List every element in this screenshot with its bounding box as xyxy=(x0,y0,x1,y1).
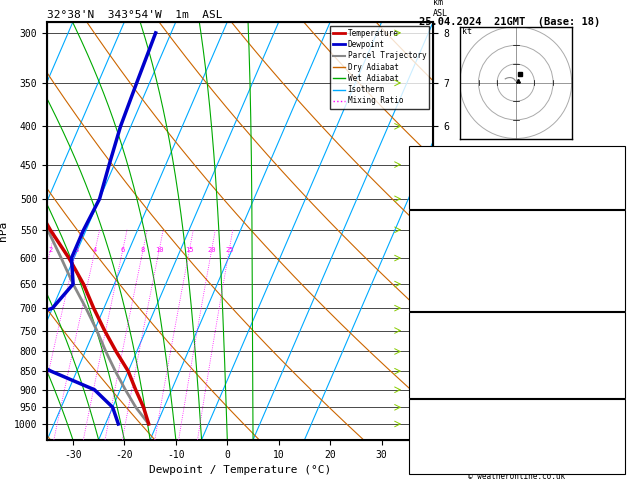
Text: CIN (J): CIN (J) xyxy=(413,375,451,383)
Text: 32°38'N  343°54'W  1m  ASL: 32°38'N 343°54'W 1m ASL xyxy=(47,10,223,20)
Text: PW (cm): PW (cm) xyxy=(413,178,451,187)
Text: 20: 20 xyxy=(208,247,216,253)
Text: 1020: 1020 xyxy=(599,327,621,336)
Text: Temp (°C): Temp (°C) xyxy=(413,226,462,235)
Text: 0: 0 xyxy=(615,362,621,371)
Legend: Temperature, Dewpoint, Parcel Trajectory, Dry Adiabat, Wet Adiabat, Isotherm, Mi: Temperature, Dewpoint, Parcel Trajectory… xyxy=(330,26,430,108)
Y-axis label: Mixing Ratio (g/kg): Mixing Ratio (g/kg) xyxy=(454,175,464,287)
Text: CAPE (J): CAPE (J) xyxy=(413,274,456,282)
Text: 15: 15 xyxy=(185,247,194,253)
Text: StmSpd (kt): StmSpd (kt) xyxy=(413,449,472,457)
Text: 315: 315 xyxy=(604,339,621,347)
Text: K: K xyxy=(413,151,419,160)
Text: 0: 0 xyxy=(615,375,621,383)
Y-axis label: hPa: hPa xyxy=(0,221,8,241)
Text: -13: -13 xyxy=(604,414,621,422)
Text: Totals Totals: Totals Totals xyxy=(413,165,483,174)
Text: Pressure (mb): Pressure (mb) xyxy=(413,327,483,336)
Text: 25: 25 xyxy=(225,247,233,253)
Text: 30: 30 xyxy=(610,165,621,174)
Text: 5: 5 xyxy=(615,262,621,271)
Text: © weatheronline.co.uk: © weatheronline.co.uk xyxy=(469,472,565,481)
Text: θᵉ(K): θᵉ(K) xyxy=(413,250,440,259)
Text: 6: 6 xyxy=(121,247,125,253)
Text: Hodograph: Hodograph xyxy=(493,402,541,411)
Text: 0: 0 xyxy=(615,274,621,282)
Text: 2: 2 xyxy=(48,247,53,253)
Text: 24°: 24° xyxy=(604,437,621,446)
Text: StmDir: StmDir xyxy=(413,437,445,446)
Text: LCL: LCL xyxy=(441,403,456,412)
Text: 315: 315 xyxy=(604,250,621,259)
Text: 8: 8 xyxy=(141,247,145,253)
Text: -5: -5 xyxy=(610,425,621,434)
Text: 5: 5 xyxy=(615,350,621,359)
Text: Lifted Index: Lifted Index xyxy=(413,262,478,271)
Text: km
ASL: km ASL xyxy=(433,0,448,17)
Text: 1.68: 1.68 xyxy=(599,178,621,187)
Text: 10: 10 xyxy=(155,247,164,253)
Text: 12.5: 12.5 xyxy=(599,238,621,246)
Text: 5: 5 xyxy=(615,449,621,457)
Text: Surface: Surface xyxy=(498,214,536,223)
Text: kt: kt xyxy=(462,27,472,36)
Text: 25.04.2024  21GMT  (Base: 18): 25.04.2024 21GMT (Base: 18) xyxy=(419,17,600,27)
Text: 4: 4 xyxy=(93,247,97,253)
Text: 0: 0 xyxy=(615,286,621,295)
Text: CIN (J): CIN (J) xyxy=(413,286,451,295)
X-axis label: Dewpoint / Temperature (°C): Dewpoint / Temperature (°C) xyxy=(149,465,331,475)
Text: CAPE (J): CAPE (J) xyxy=(413,362,456,371)
Text: Lifted Index: Lifted Index xyxy=(413,350,478,359)
Text: Dewp (°C): Dewp (°C) xyxy=(413,238,462,246)
Text: θᵉ (K): θᵉ (K) xyxy=(413,339,445,347)
Text: Most Unstable: Most Unstable xyxy=(482,316,552,325)
Text: EH: EH xyxy=(413,414,424,422)
Text: SREH: SREH xyxy=(413,425,435,434)
Text: 18.4: 18.4 xyxy=(599,226,621,235)
Text: -1: -1 xyxy=(610,151,621,160)
Text: 3: 3 xyxy=(74,247,79,253)
